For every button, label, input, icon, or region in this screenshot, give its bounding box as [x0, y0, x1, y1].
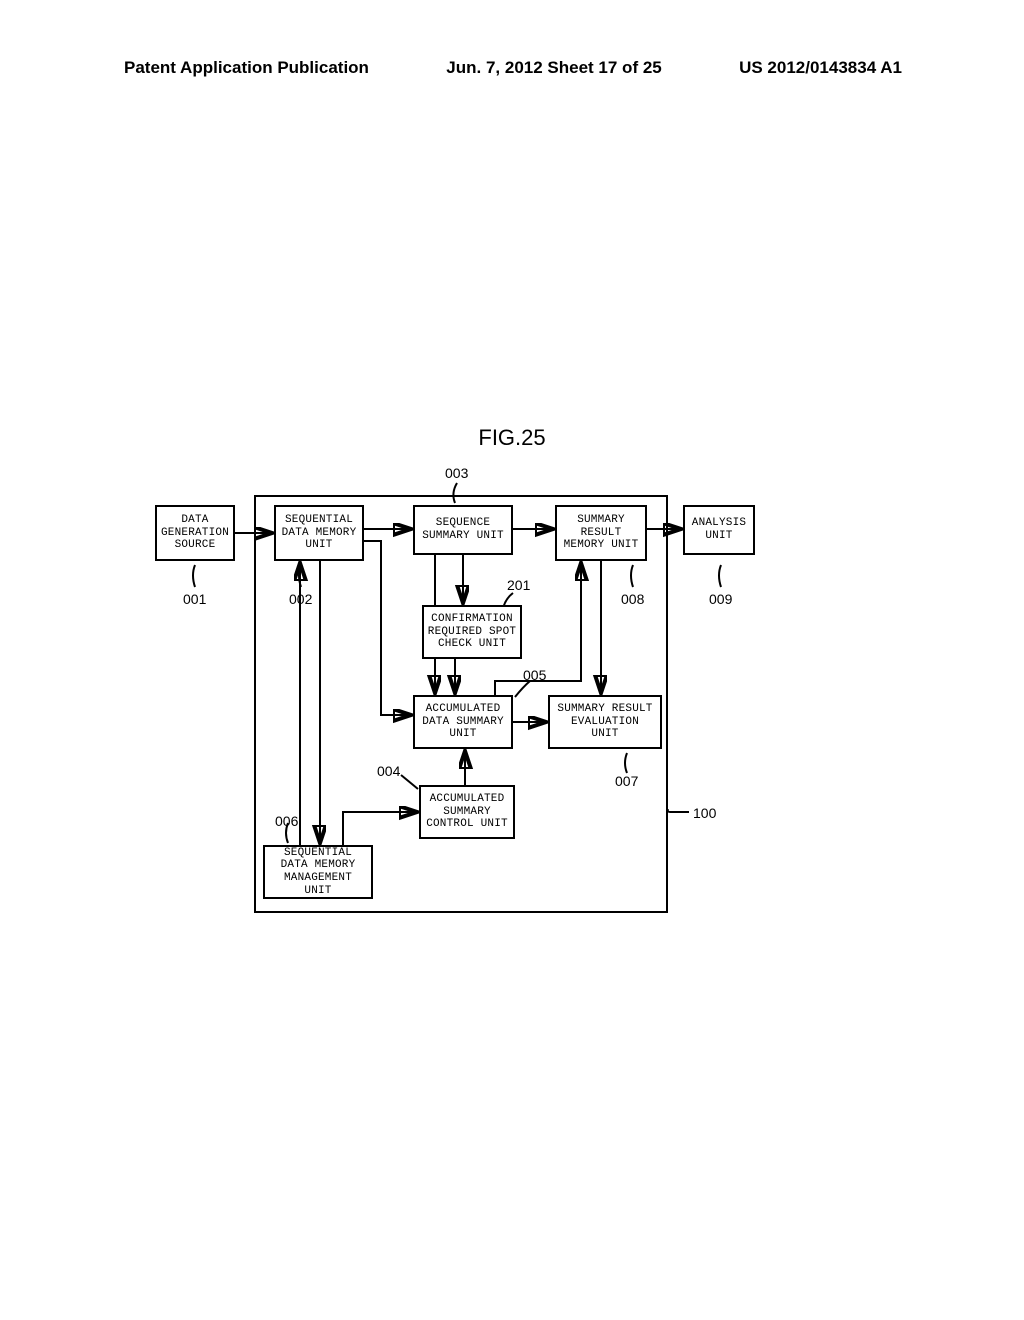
node-sequential-data-memory-mgmt-unit: SEQUENTIAL DATA MEMORY MANAGEMENT UNIT: [263, 845, 373, 899]
node-sequence-summary-unit: SEQUENCE SUMMARY UNIT: [413, 505, 513, 555]
header-center: Jun. 7, 2012 Sheet 17 of 25: [446, 58, 661, 78]
node-analysis-unit: ANALYSIS UNIT: [683, 505, 755, 555]
block-diagram: DATA GENERATION SOURCE SEQUENTIAL DATA M…: [155, 465, 875, 945]
header-right: US 2012/0143834 A1: [739, 58, 902, 78]
node-accumulated-summary-control-unit: ACCUMULATED SUMMARY CONTROL UNIT: [419, 785, 515, 839]
ref-007: 007: [615, 773, 638, 789]
figure-title: FIG.25: [0, 425, 1024, 451]
ref-004: 004: [377, 763, 400, 779]
ref-003: 003: [445, 465, 468, 481]
node-data-generation-source: DATA GENERATION SOURCE: [155, 505, 235, 561]
node-summary-result-memory-unit: SUMMARY RESULT MEMORY UNIT: [555, 505, 647, 561]
ref-201: 201: [507, 577, 530, 593]
ref-001: 001: [183, 591, 206, 607]
ref-100: 100: [693, 805, 716, 821]
ref-009: 009: [709, 591, 732, 607]
ref-005: 005: [523, 667, 546, 683]
ref-002: 002: [289, 591, 312, 607]
header-left: Patent Application Publication: [124, 58, 369, 78]
ref-006: 006: [275, 813, 298, 829]
node-sequential-data-memory-unit: SEQUENTIAL DATA MEMORY UNIT: [274, 505, 364, 561]
ref-008: 008: [621, 591, 644, 607]
node-summary-result-evaluation-unit: SUMMARY RESULT EVALUATION UNIT: [548, 695, 662, 749]
node-accumulated-data-summary-unit: ACCUMULATED DATA SUMMARY UNIT: [413, 695, 513, 749]
node-confirmation-check-unit: CONFIRMATION REQUIRED SPOT CHECK UNIT: [422, 605, 522, 659]
page-header: Patent Application Publication Jun. 7, 2…: [0, 58, 1024, 78]
